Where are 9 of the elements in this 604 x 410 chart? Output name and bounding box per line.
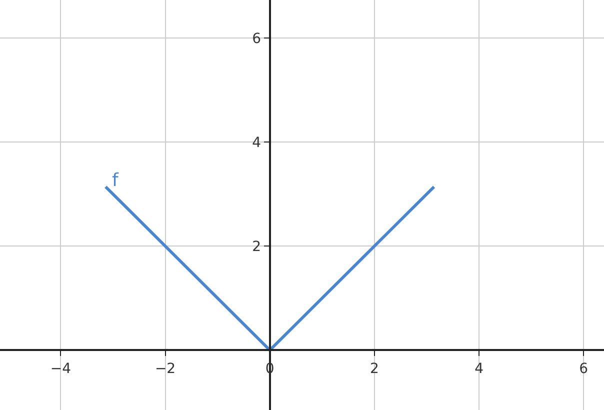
x-tick-label: 2: [370, 360, 379, 377]
x-tick-label: −4: [50, 360, 72, 377]
y-tick-label: 6: [252, 30, 262, 47]
y-tick-label: 2: [252, 239, 262, 255]
y-tick-label: 4: [252, 134, 262, 151]
x-tick-label: −2: [154, 360, 176, 377]
x-tick-label: 4: [474, 360, 484, 377]
series-label: f: [112, 170, 119, 191]
x-tick-label: 6: [579, 360, 588, 377]
